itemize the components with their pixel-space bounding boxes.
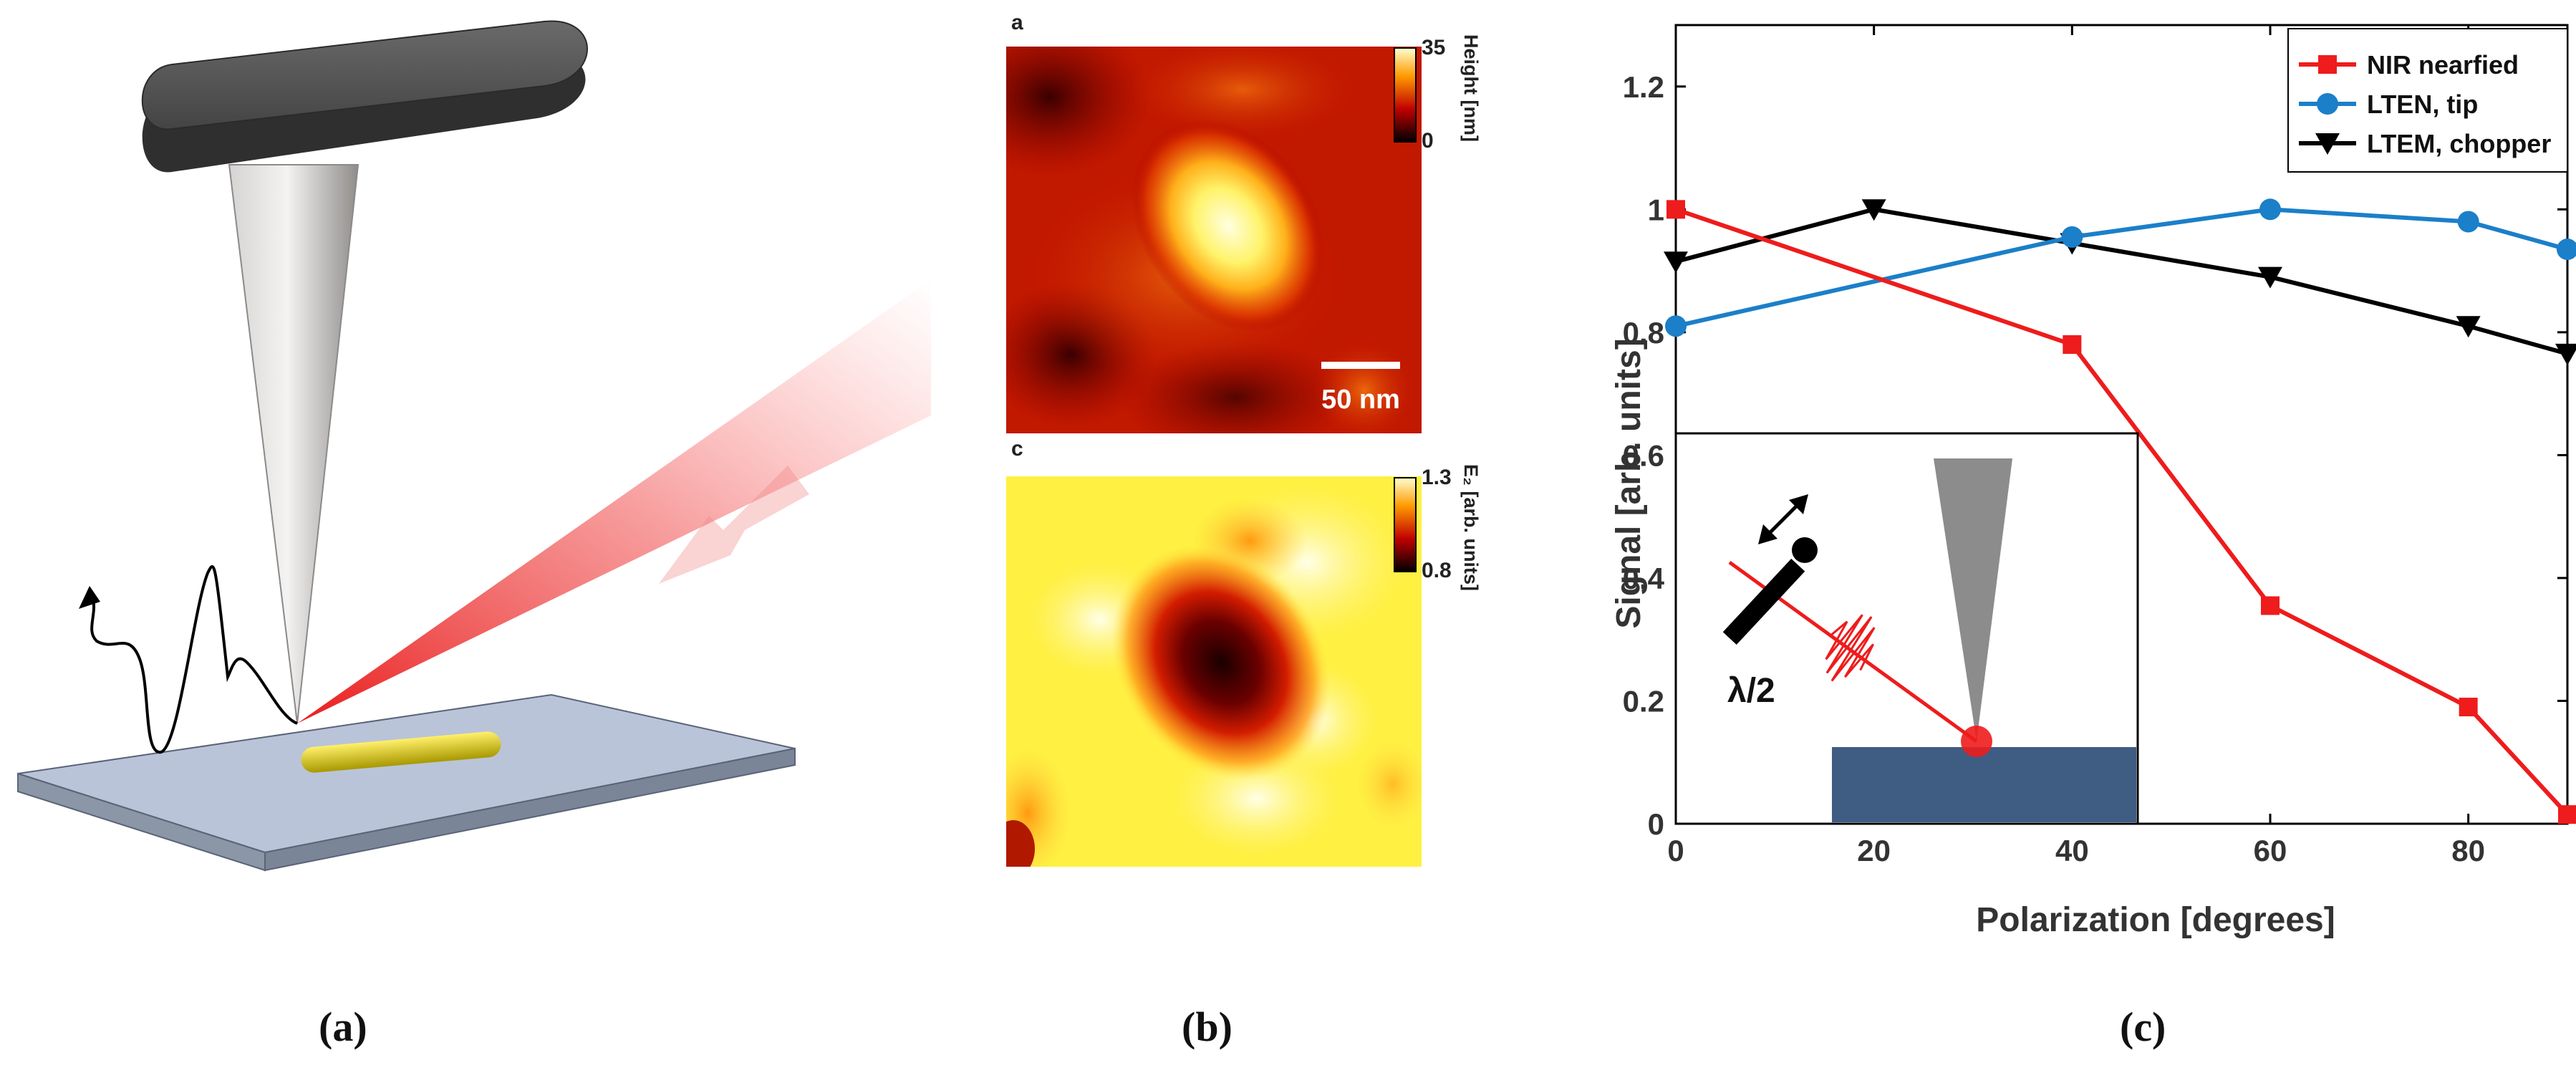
inset-lambda-label: λ/2 [1727, 672, 1775, 710]
inset-dot [1792, 537, 1818, 563]
x-tick-label: 20 [1857, 834, 1891, 867]
inset-substrate [1832, 747, 2136, 822]
y-axis-label: Signal [arb. units] [1610, 338, 1648, 628]
inset-waveplate [1722, 558, 1805, 645]
x-tick-label: 60 [2254, 834, 2287, 867]
legend-marker [2317, 93, 2338, 115]
laser-arrow [659, 466, 809, 584]
data-point [1664, 251, 1688, 274]
y-tick-label: 0 [1648, 807, 1664, 841]
x-tick-label: 80 [2451, 834, 2485, 867]
data-point [1861, 199, 1886, 221]
inset-focus-spot [1961, 726, 1992, 757]
series-1 [1665, 198, 2576, 337]
gold-nanorod [301, 731, 501, 773]
x-axis-label: Polarization [degrees] [1976, 901, 2335, 939]
legend-label: LTEM, chopper [2367, 129, 2551, 158]
legend-marker [2315, 133, 2340, 155]
scalebar [1321, 362, 1400, 369]
polarization-chart: 0 0.2 0.4 0.6 0.8 1 1.2 0 20 40 60 80 Polarization… [1610, 24, 2576, 939]
legend-marker [2318, 55, 2337, 74]
data-point [2258, 266, 2282, 289]
field-cb-title: E₂ [arb. units] [1460, 464, 1482, 592]
data-point [2555, 343, 2576, 365]
scalebar-label: 50 nm [1321, 385, 1400, 415]
panel-a-label: (a) [319, 1004, 367, 1050]
data-point [2261, 596, 2280, 615]
inset-arrow-head-up [1789, 494, 1808, 514]
height-colorbar [1394, 47, 1417, 143]
data-point [2456, 316, 2481, 338]
cantilever-top [141, 20, 588, 130]
x-tick-label: 40 [2055, 834, 2089, 867]
height-map: 50 nm [1006, 47, 1422, 433]
data-point [2557, 239, 2576, 261]
data-point [1665, 315, 1687, 337]
field-map [1006, 476, 1422, 867]
legend-label: NIR nearfied [2367, 50, 2519, 80]
series-lines [1664, 198, 2576, 824]
y-tick-label: 0.8 [1623, 316, 1664, 350]
field-colorbar [1394, 477, 1417, 572]
map-bottom-caption: c [1011, 437, 1023, 461]
legend-label: LTEN, tip [2367, 90, 2478, 119]
legend: NIR nearfied LTEN, tip LTEM, chopper [2287, 28, 2568, 173]
x-tick-label: 0 [1667, 834, 1684, 867]
data-point [2259, 198, 2281, 221]
y-tick-label: 1.2 [1623, 70, 1664, 104]
field-cb-min: 0.8 [1422, 559, 1452, 582]
panel-c-label: (c) [2120, 1004, 2166, 1050]
y-axis-ticks: 0 0.2 0.4 0.6 0.8 1 1.2 [1623, 70, 2567, 841]
data-point [2063, 335, 2082, 354]
wave-arrow-head [79, 586, 100, 609]
y-tick-label: 0.6 [1623, 438, 1664, 472]
y-tick-label: 0.4 [1623, 562, 1665, 595]
laser-beam [297, 279, 931, 723]
data-point [2457, 211, 2479, 233]
inset-pol-arrow [1764, 500, 1803, 539]
x-axis-ticks: 0 20 40 60 80 [1667, 25, 2485, 867]
series-2 [1664, 199, 2576, 365]
y-tick-label: 0.2 [1623, 684, 1664, 718]
series-0 [1666, 200, 2576, 824]
data-point [2061, 226, 2083, 248]
schematic-3d [17, 20, 931, 872]
field-cb-max: 1.3 [1422, 466, 1452, 489]
y-tick-label: 1 [1648, 193, 1664, 226]
inset-arrow-head-down [1758, 524, 1777, 544]
map-top-caption: a [1011, 11, 1023, 34]
height-cb-min: 0 [1422, 129, 1434, 153]
inset-tip [1934, 458, 2012, 741]
scattered-wave [90, 565, 298, 754]
data-point [2459, 698, 2478, 717]
inset-schematic: λ/2 [1674, 432, 2139, 825]
height-cb-title: Height [nm] [1460, 34, 1482, 142]
series-line [1675, 207, 2568, 356]
panel-b-label: (b) [1182, 1004, 1232, 1050]
substrate-side [264, 747, 796, 872]
data-point [1666, 200, 1685, 219]
height-cb-max: 35 [1422, 36, 1446, 59]
data-point [2558, 805, 2576, 824]
inset-pulse [1825, 614, 1876, 682]
afm-tip [228, 164, 360, 724]
